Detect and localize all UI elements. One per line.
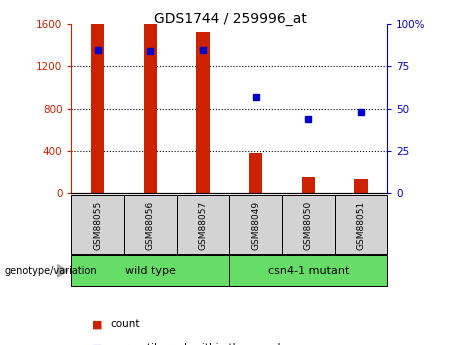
Text: genotype/variation: genotype/variation <box>5 266 97 276</box>
FancyBboxPatch shape <box>71 195 124 254</box>
FancyBboxPatch shape <box>335 195 387 254</box>
Text: csn4-1 mutant: csn4-1 mutant <box>267 266 349 276</box>
FancyBboxPatch shape <box>177 195 229 254</box>
Bar <box>301 177 315 193</box>
Text: percentile rank within the sample: percentile rank within the sample <box>111 344 287 345</box>
Text: count: count <box>111 319 140 329</box>
FancyBboxPatch shape <box>71 255 229 286</box>
Bar <box>144 24 157 193</box>
Text: GSM88051: GSM88051 <box>356 201 366 250</box>
FancyBboxPatch shape <box>229 255 387 286</box>
Bar <box>91 24 104 193</box>
Text: ■: ■ <box>92 319 103 329</box>
Text: GSM88057: GSM88057 <box>199 201 207 250</box>
Text: ■: ■ <box>92 344 103 345</box>
Text: GSM88055: GSM88055 <box>93 201 102 250</box>
FancyBboxPatch shape <box>282 195 335 254</box>
Text: GDS1744 / 259996_at: GDS1744 / 259996_at <box>154 12 307 26</box>
Bar <box>355 179 367 193</box>
Text: GSM88056: GSM88056 <box>146 201 155 250</box>
Text: GSM88049: GSM88049 <box>251 201 260 250</box>
FancyBboxPatch shape <box>124 195 177 254</box>
Text: wild type: wild type <box>125 266 176 276</box>
Bar <box>196 31 210 193</box>
Text: GSM88050: GSM88050 <box>304 201 313 250</box>
Bar <box>249 153 262 193</box>
FancyBboxPatch shape <box>229 195 282 254</box>
